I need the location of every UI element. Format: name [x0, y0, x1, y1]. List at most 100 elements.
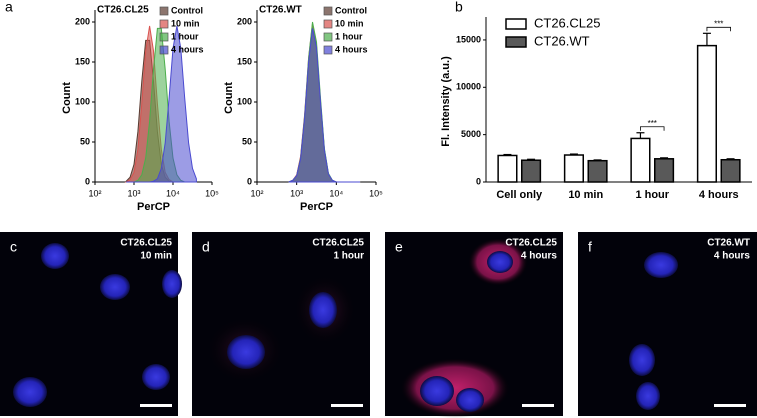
legend-swatch — [323, 6, 333, 16]
nucleus — [456, 388, 484, 412]
x-axis-label: PerCP — [137, 201, 170, 213]
time: 4 hours — [714, 251, 751, 262]
nucleus — [420, 376, 454, 406]
y-axis-label: Count — [61, 82, 73, 114]
scale-bar — [714, 404, 746, 407]
x-tick-label: 10⁵ — [369, 188, 383, 198]
scale-bar — [331, 404, 363, 407]
legend-label: 1 hour — [335, 31, 363, 41]
image-panel: c CT26.CL25 10 min — [0, 232, 182, 416]
x-tick-label: 4 hours — [699, 189, 739, 201]
bar — [654, 158, 675, 183]
nucleus — [636, 382, 660, 410]
x-tick-label: 10² — [250, 188, 263, 198]
legend-label: 1 hour — [171, 31, 199, 41]
x-tick-label: 10⁴ — [166, 188, 180, 198]
chart-title: CT26.WT — [259, 5, 302, 16]
legend-swatch — [323, 19, 333, 29]
bar — [696, 44, 718, 183]
cell-line: CT26.CL25 — [120, 238, 172, 249]
y-tick-label: 100 — [75, 96, 90, 106]
y-axis-label: Count — [223, 82, 235, 114]
legend-label: 4 hours — [171, 44, 204, 54]
panel-label: a — [5, 0, 13, 15]
significance-bracket — [640, 126, 665, 131]
legend-swatch — [159, 45, 169, 55]
y-axis-label: Fl. Intensity (a.u.) — [440, 56, 452, 147]
nucleus — [100, 274, 130, 300]
image-panel: e CT26.CL25 4 hours — [385, 232, 563, 418]
y-tick-label: 10000 — [456, 82, 481, 92]
legend-label: CT26.CL25 — [534, 15, 600, 30]
y-tick-label: 5000 — [461, 129, 481, 139]
scale-bar — [522, 404, 554, 407]
panel-label: d — [202, 239, 210, 255]
legend-swatch — [323, 32, 333, 42]
image-panel: d CT26.CL25 1 hour — [192, 232, 370, 416]
significance-label: *** — [714, 19, 723, 28]
y-tick-label: 0 — [476, 176, 481, 186]
cell-line: CT26.CL25 — [312, 238, 364, 249]
bar — [563, 154, 585, 183]
scale-bar — [140, 404, 172, 407]
nucleus — [309, 292, 337, 328]
y-tick-label: 50 — [242, 136, 252, 146]
nucleus — [41, 243, 69, 269]
bar — [587, 159, 608, 183]
legend-swatch — [159, 32, 169, 42]
x-tick-label: 10² — [88, 188, 101, 198]
chart-title: CT26.CL25 — [97, 5, 149, 16]
x-axis-label: PerCP — [300, 201, 333, 213]
legend-label: 10 min — [335, 18, 364, 28]
bar — [720, 158, 741, 183]
bar — [497, 154, 518, 183]
y-tick-label: 100 — [237, 96, 252, 106]
bar — [521, 159, 542, 183]
legend-label: 4 hours — [335, 44, 368, 54]
charts: 0 50 100 150 200 Count a 10² 10³ 10⁴ 10⁵ PerCP CT26.… — [5, 0, 752, 213]
nucleus — [142, 364, 170, 390]
histogram-area — [126, 25, 197, 183]
significance-bracket — [706, 26, 731, 32]
legend-swatch — [159, 6, 169, 16]
nucleus — [644, 252, 678, 278]
bar — [630, 137, 651, 183]
nucleus — [162, 270, 182, 298]
legend-swatch — [505, 36, 527, 48]
time: 1 hour — [333, 251, 364, 262]
legend-label: Control — [171, 5, 203, 15]
legend-label: 10 min — [171, 18, 200, 28]
x-tick-label: 10⁴ — [329, 188, 343, 198]
histogram-area — [288, 28, 361, 183]
y-tick-label: 200 — [75, 16, 90, 26]
y-tick-label: 0 — [247, 176, 252, 186]
legend-swatch — [505, 18, 527, 30]
x-tick-label: 10⁵ — [205, 188, 219, 198]
cell-line: CT26.CL25 — [505, 238, 557, 249]
nucleus — [13, 377, 47, 407]
x-tick-label: 10³ — [290, 188, 303, 198]
y-tick-label: 0 — [85, 176, 90, 186]
y-tick-label: 150 — [75, 56, 90, 66]
cytoplasm — [400, 358, 510, 418]
panel-label: c — [10, 239, 17, 255]
panel-label: f — [588, 239, 592, 255]
x-tick-label: 10³ — [127, 188, 140, 198]
y-tick-label: 200 — [237, 16, 252, 26]
time: 4 hours — [521, 251, 558, 262]
nucleus — [629, 344, 655, 376]
legend-label: CT26.WT — [534, 33, 590, 48]
legend-swatch — [159, 19, 169, 29]
x-tick-label: 10 min — [568, 189, 603, 201]
significance-label: *** — [648, 119, 657, 128]
y-tick-label: 50 — [80, 136, 90, 146]
nucleus — [227, 335, 265, 369]
x-tick-label: Cell only — [496, 189, 543, 201]
time: 10 min — [140, 251, 172, 262]
cell-line: CT26.WT — [707, 238, 750, 249]
legend-swatch — [323, 45, 333, 55]
nucleus — [487, 251, 513, 273]
y-tick-label: 15000 — [456, 34, 481, 44]
panel-label: b — [455, 0, 463, 15]
